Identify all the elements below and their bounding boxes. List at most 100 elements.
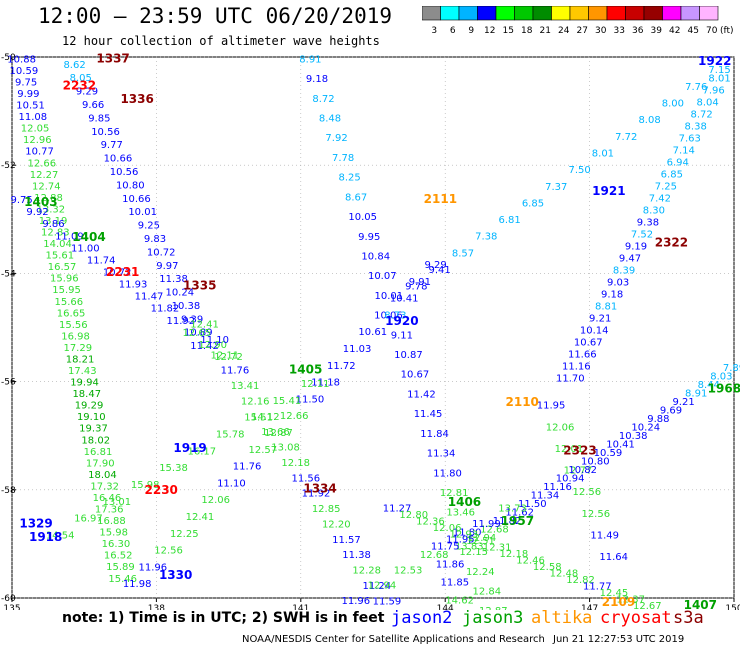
wave-height-value: 11.82 (151, 304, 180, 315)
wave-height-value: 6.85 (522, 198, 544, 209)
wave-height-value: 13.41 (231, 381, 260, 392)
wave-height-value: 16.65 (57, 308, 86, 319)
pass-time-label: 2230 (145, 483, 178, 497)
wave-height-value: 17.43 (68, 366, 97, 377)
wave-height-value: 11.99 (472, 519, 501, 530)
wave-height-value: 8.03 (710, 371, 732, 382)
lon-tick-label: 135 (3, 604, 20, 610)
track-1335: 9.759.929.8611.0911.0011.7410.7211.9311.… (10, 195, 242, 363)
pass-time-label: 1406 (448, 495, 481, 509)
wave-height-value: 16.98 (61, 331, 90, 342)
wave-height-value: 8.25 (338, 173, 360, 184)
wave-height-value: 10.88 (7, 54, 36, 65)
pass-time-label: 1407 (684, 598, 717, 610)
lat-tick-label: -52 (1, 161, 16, 171)
wave-height-value: 9.91 (409, 277, 431, 288)
wave-height-value: 19.37 (79, 424, 108, 435)
wave-height-value: 7.25 (655, 181, 677, 192)
wave-height-value: 13.46 (446, 508, 475, 519)
pass-time-label: 2110 (506, 395, 539, 409)
wave-height-value: 12.84 (472, 587, 501, 598)
pass-time-label: 1920 (385, 314, 418, 328)
lon-tick-label: 141 (292, 604, 309, 610)
satellite-label-jason3: jason3 (462, 608, 524, 628)
wave-height-value: 8.44 (698, 380, 720, 391)
wave-height-value: 11.47 (135, 292, 164, 303)
wave-height-value: 12.18 (500, 549, 529, 560)
satellite-label-altika: altika (531, 608, 593, 628)
wave-height-value: 10.41 (390, 294, 419, 305)
wave-height-value: 8.39 (613, 266, 635, 277)
pass-time-label: 1337 (96, 51, 129, 65)
track-1920: 11.98 11.96 12.56 12.25 12.41 12.06 11.10 11.76… (123, 260, 447, 590)
wave-height-value: 6.85 (661, 169, 683, 180)
wave-height-value: 11.27 (383, 503, 412, 514)
wave-height-value: 7.14 (673, 145, 695, 156)
wave-height-value: 11.75 (431, 541, 460, 552)
wave-height-value: 12.88 (34, 193, 63, 204)
wave-height-value: 8.67 (345, 192, 367, 203)
wave-height-value: 12.93 (449, 529, 478, 540)
wave-height-value: 8.05 (70, 73, 92, 84)
wave-height-value: 10.01 (374, 291, 403, 302)
wave-height-value: 17.90 (86, 458, 115, 469)
track-1334: 12.41 11.10 12.11 11.76 13.41 12.16 14.12 13.66… (190, 320, 401, 608)
pass-time-label: 1329 (19, 517, 52, 531)
wave-height-value: 11.95 (537, 401, 566, 412)
wave-height-value: 9.75 (15, 77, 37, 88)
wave-height-value: 10.87 (394, 350, 423, 361)
wave-height-value: 12.77 (564, 466, 593, 477)
satellite-label-jason2: jason2 (391, 608, 453, 628)
wave-height-value: 12.31 (483, 542, 512, 553)
wave-height-value: 11.38 (342, 550, 371, 561)
wave-height-value: 9.92 (26, 207, 48, 218)
wave-height-value: 10.51 (16, 101, 45, 112)
page-subtitle: 12 hour collection of altimeter wave hei… (62, 34, 380, 48)
legend-label: 42 (669, 26, 680, 36)
track-1922: 9.789.418.577.386.816.857.377.508.017.72… (405, 65, 731, 292)
wave-height-value: 10.77 (25, 147, 54, 158)
wave-height-value: 11.34 (427, 449, 456, 460)
wave-height-value: 9.19 (625, 241, 647, 252)
wave-height-value: 14.62 (445, 595, 474, 606)
wave-height-value: 11.09 (55, 231, 84, 242)
wave-height-value: 12.41 (190, 320, 219, 331)
track-misc-south: 11.75 11.86 11.85 14.62 (431, 541, 474, 606)
wave-height-value: 11.64 (599, 552, 628, 563)
wave-height-value: 10.41 (606, 439, 635, 450)
wave-height-value: 12.05 (21, 124, 50, 135)
wave-height-value: 10.56 (91, 127, 120, 138)
wave-height-value: 12.90 (198, 340, 227, 351)
track-1406: 11.2712.8012.3612.0612.9312.5112.3112.18… (383, 503, 662, 610)
footer-generated-time: Jun 21 12:27:53 UTC 2019 (553, 634, 685, 645)
map-tracks: 10.8810.599.759.9910.5111.0812.0512.9610… (7, 54, 740, 610)
wave-height-value: 10.38 (619, 431, 648, 442)
wave-height-value: 12.68 (480, 524, 509, 535)
wave-height-value: 10.66 (104, 154, 133, 165)
wave-height-value: 11.42 (190, 341, 219, 352)
color-legend: 3 6 9 12 15 18 21 24 27 30 33 36 39 42 45 70 (ft) (422, 6, 734, 36)
legend-label: 27 (577, 26, 588, 36)
wave-height-value: 10.59 (10, 66, 39, 77)
pass-time-label: 1919 (173, 441, 206, 455)
wave-height-value: 11.08 (19, 112, 48, 123)
wave-height-value: 7.52 (631, 229, 653, 240)
wave-height-value: 7.37 (545, 182, 567, 193)
wave-height-value: 12.57 (248, 445, 277, 456)
track-1968: 13.8312.9412.6811.8211.6211.5011.3411.16… (455, 363, 740, 553)
wave-height-value: 12.85 (312, 504, 341, 515)
wave-height-value: 12.06 (201, 495, 230, 506)
legend-label: 70 (706, 26, 718, 36)
wave-height-value: 12.15 (459, 547, 488, 558)
wave-height-value: 8.38 (685, 121, 707, 132)
wave-height-value: 9.99 (17, 89, 39, 100)
wave-height-value: 10.67 (574, 338, 603, 349)
track-2322: 8.017.968.048.728.387.637.146.946.857.25… (556, 73, 731, 384)
wave-height-value: 12.72 (214, 352, 243, 363)
wave-height-value: 15.41 (273, 396, 302, 407)
legend-label: 6 (450, 26, 456, 36)
wave-height-value: 12.18 (281, 458, 310, 469)
wave-height-value: 11.82 (493, 516, 522, 527)
wave-height-value: 12.27 (30, 170, 59, 181)
wave-height-value: 11.34 (531, 490, 560, 501)
